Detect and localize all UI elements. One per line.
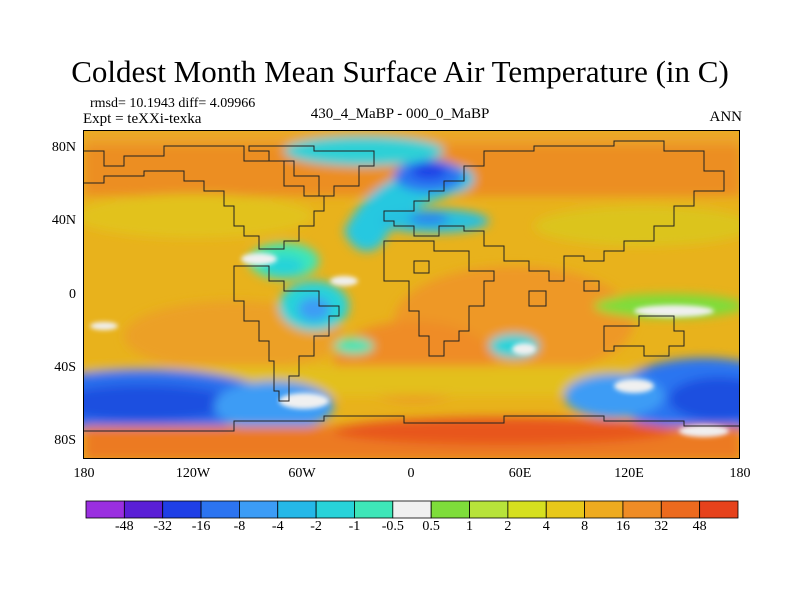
colorbar-label: 8: [581, 519, 589, 534]
colorbar-label: 48: [692, 519, 707, 534]
colorbar-label: 16: [615, 519, 630, 534]
colorbar-swatch: [162, 500, 202, 519]
colorbar-label: 32: [654, 519, 669, 534]
colorbar-label: -48: [115, 519, 134, 534]
lat-label-40n: 40N: [51, 213, 76, 228]
colorbar: [85, 500, 745, 525]
colorbar-swatch: [85, 500, 125, 519]
colorbar-swatch: [430, 500, 470, 519]
lon-label-180w: 180: [73, 466, 95, 481]
colorbar-swatch: [545, 500, 585, 519]
lon-label-120w: 120W: [175, 466, 211, 481]
colorbar-swatch: [660, 500, 701, 519]
colorbar-swatch: [277, 500, 317, 519]
difference-label: 430_4_MaBP - 000_0_MaBP: [310, 106, 490, 122]
coastlines: [84, 140, 739, 432]
colorbar-label: -2: [310, 519, 322, 534]
temperature-map: [84, 131, 739, 458]
colorbar-swatch: [123, 500, 164, 519]
colorbar-swatch: [239, 500, 279, 519]
colorbar-label: -8: [233, 519, 246, 534]
colorbar-swatch: [354, 500, 394, 519]
colorbar-label: -16: [191, 519, 211, 534]
plot-title: Coldest Month Mean Surface Air Temperatu…: [71, 54, 729, 89]
rmsd-stats: rmsd= 10.1943 diff= 4.09966: [90, 96, 256, 111]
colorbar-label: 4: [542, 519, 550, 534]
colorbar-swatch: [200, 500, 240, 519]
lat-label-80n: 80N: [51, 140, 76, 155]
colorbar-swatches: [85, 500, 739, 519]
colorbar-swatch: [699, 500, 739, 519]
lon-label-60w: 60W: [288, 466, 316, 481]
lon-label-180e: 180: [729, 466, 751, 481]
lon-label-120e: 120E: [614, 466, 644, 481]
lon-label-0: 0: [407, 466, 415, 481]
colorbar-label: -1: [348, 519, 361, 534]
colorbar-swatch: [584, 500, 624, 519]
map-panel: [83, 130, 740, 459]
lat-label-80s: 80S: [54, 433, 76, 448]
colorbar-swatch: [469, 500, 509, 519]
colorbar-swatch: [392, 500, 432, 519]
lat-label-40s: 40S: [54, 360, 76, 375]
near-zero-patches: [90, 253, 729, 437]
colorbar-label: -32: [153, 519, 173, 534]
lon-label-60e: 60E: [508, 466, 532, 481]
lat-label-0: 0: [69, 287, 76, 302]
colorbar-label: -0.5: [381, 519, 404, 534]
colorbar-label: 2: [504, 519, 512, 534]
colorbar-swatch: [315, 500, 355, 519]
colorbar-swatch: [507, 500, 547, 519]
season-label: ANN: [709, 109, 743, 125]
experiment-label: Expt = teXXi-texka: [83, 111, 202, 127]
colorbar-label: -4: [271, 519, 284, 534]
colorbar-label: 1: [466, 519, 474, 534]
colorbar-label: 0.5: [422, 519, 440, 534]
colorbar-swatch: [622, 500, 662, 519]
